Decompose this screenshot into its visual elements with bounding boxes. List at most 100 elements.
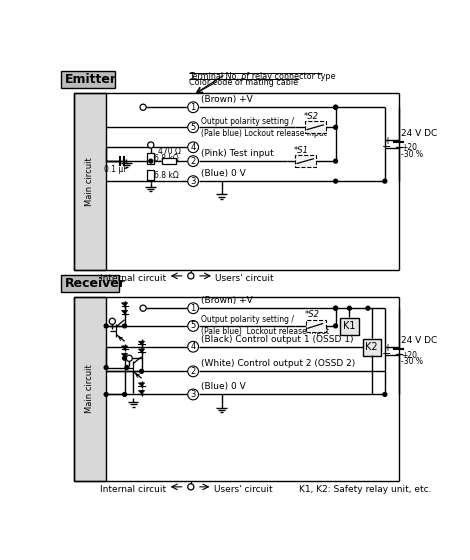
Text: (Black) Control output 1 (OSSD 1): (Black) Control output 1 (OSSD 1) [201, 335, 353, 344]
Text: Terminal No. of relay connector type: Terminal No. of relay connector type [189, 72, 336, 81]
Text: 3: 3 [190, 176, 196, 186]
Text: 5: 5 [190, 123, 196, 132]
Text: *S1: *S1 [294, 146, 309, 155]
Bar [295, 155, 316, 167]
Text: 4: 4 [190, 143, 196, 152]
Circle shape [188, 273, 194, 279]
Text: 3: 3 [190, 390, 196, 399]
Text: 1: 1 [190, 102, 196, 112]
Circle shape [334, 125, 337, 129]
Text: *S2: *S2 [304, 111, 319, 121]
Circle shape [123, 393, 126, 396]
Polygon shape [122, 346, 128, 349]
Circle shape [188, 366, 198, 377]
Text: 2: 2 [190, 157, 196, 166]
Text: 470 Ω: 470 Ω [158, 147, 180, 156]
Circle shape [334, 306, 337, 310]
Circle shape [188, 484, 194, 490]
Text: 24 V DC: 24 V DC [401, 129, 437, 138]
Circle shape [148, 142, 154, 148]
Text: (Pale blue)  Lockout release input: (Pale blue) Lockout release input [201, 328, 329, 337]
Text: Emitter: Emitter [64, 73, 117, 86]
Text: +: + [383, 343, 391, 353]
Circle shape [104, 393, 108, 396]
Polygon shape [122, 310, 128, 314]
Text: (Pale blue) Lockout release input: (Pale blue) Lockout release input [201, 129, 327, 138]
Bar [74, 94, 106, 270]
Circle shape [104, 366, 108, 370]
Circle shape [123, 356, 126, 360]
Circle shape [188, 389, 198, 400]
Text: Users' circuit: Users' circuit [214, 486, 273, 494]
Polygon shape [122, 303, 128, 306]
Circle shape [104, 324, 108, 328]
Polygon shape [139, 391, 145, 394]
Text: Receiver: Receiver [64, 277, 125, 290]
Circle shape [188, 320, 198, 332]
Circle shape [188, 341, 198, 352]
Text: 5: 5 [190, 321, 196, 330]
Text: K2: K2 [366, 342, 378, 352]
Circle shape [188, 303, 198, 314]
Bar [74, 297, 106, 482]
Text: (White) Control output 2 (OSSD 2): (White) Control output 2 (OSSD 2) [201, 360, 355, 368]
Circle shape [188, 176, 198, 186]
Circle shape [188, 142, 198, 153]
Text: 2: 2 [190, 367, 196, 376]
Circle shape [334, 306, 337, 310]
Text: Output polarity setting /: Output polarity setting / [201, 315, 294, 324]
Text: +20: +20 [401, 351, 417, 360]
Text: K1, K2: Safety relay unit, etc.: K1, K2: Safety relay unit, etc. [298, 486, 431, 494]
Text: (Pink) Test input: (Pink) Test input [201, 149, 274, 158]
Circle shape [140, 305, 146, 311]
Circle shape [334, 324, 337, 328]
Text: +: + [383, 136, 391, 146]
Text: (Blue) 0 V: (Blue) 0 V [201, 169, 246, 178]
Text: 1: 1 [190, 304, 196, 312]
Bar [62, 71, 115, 88]
Text: 0.1 μF: 0.1 μF [103, 165, 127, 174]
Bar [306, 320, 326, 332]
Text: Internal circuit: Internal circuit [100, 486, 166, 494]
Polygon shape [139, 383, 145, 386]
Circle shape [188, 156, 198, 166]
Bar [305, 122, 326, 133]
Text: Output polarity setting /: Output polarity setting / [201, 116, 294, 126]
Circle shape [334, 179, 337, 183]
Bar [147, 170, 154, 180]
Text: (Blue) 0 V: (Blue) 0 V [201, 382, 246, 391]
Text: 6.8 kΩ: 6.8 kΩ [154, 170, 179, 180]
Circle shape [347, 306, 352, 310]
Circle shape [188, 102, 198, 113]
Text: 24 V DC: 24 V DC [401, 336, 437, 345]
Polygon shape [139, 341, 145, 344]
Text: K1: K1 [343, 321, 356, 331]
Circle shape [334, 105, 337, 109]
Circle shape [140, 370, 143, 374]
Bar [162, 158, 176, 164]
Text: Main circuit: Main circuit [86, 365, 94, 413]
Text: Internal circuit: Internal circuit [100, 274, 166, 283]
Text: (Brown) +V: (Brown) +V [201, 95, 252, 104]
Circle shape [125, 366, 129, 370]
Text: 4: 4 [190, 342, 196, 351]
Bar [147, 153, 154, 164]
Circle shape [140, 104, 146, 110]
Text: -30 %: -30 % [401, 150, 423, 158]
Polygon shape [122, 354, 128, 357]
Circle shape [334, 105, 337, 109]
Text: −: − [382, 349, 391, 360]
Circle shape [149, 159, 153, 163]
Bar [62, 275, 119, 292]
Circle shape [126, 355, 133, 361]
Circle shape [123, 324, 126, 328]
Text: Users' circuit: Users' circuit [215, 274, 274, 283]
Circle shape [383, 179, 387, 183]
Text: +20: +20 [401, 143, 417, 152]
Text: 6.8 kΩ: 6.8 kΩ [154, 155, 179, 164]
Circle shape [109, 318, 115, 324]
Bar [362, 339, 381, 356]
Text: Main circuit: Main circuit [86, 157, 94, 206]
Text: Color code of mating cable: Color code of mating cable [189, 78, 298, 87]
Text: -30 %: -30 % [401, 357, 423, 366]
